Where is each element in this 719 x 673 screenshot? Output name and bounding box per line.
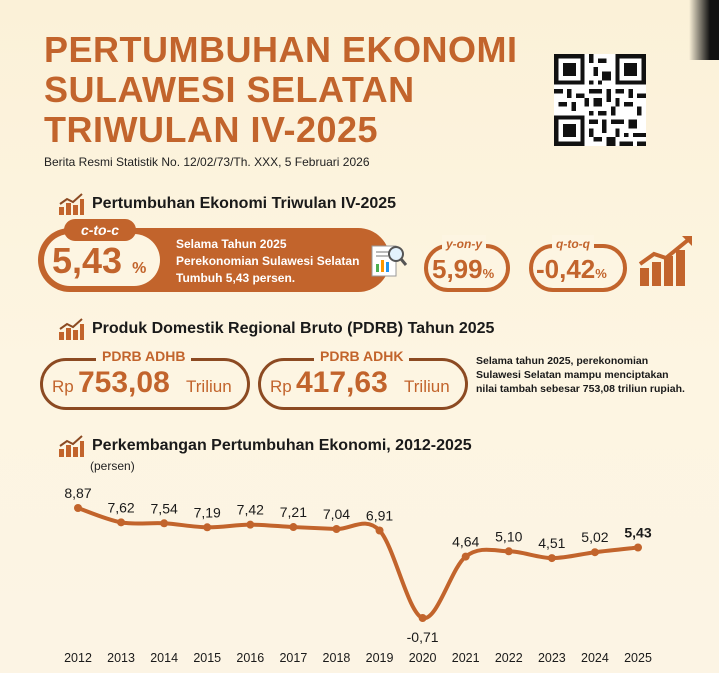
data-point-2020 [418,614,427,622]
data-label-2020: -0,71 [407,629,439,645]
ctoc-value-bubble [44,234,160,286]
data-label-2018: 7,04 [323,506,350,522]
qtoq-tag: q-to-q [552,235,594,253]
x-tick-label-2017: 2017 [279,651,307,665]
yoy-unit: % [482,266,495,281]
data-point-2012 [74,504,82,512]
chart-unit-label: (persen) [90,459,135,473]
data-point-2013 [117,518,126,527]
page-title: PERTUMBUHAN EKONOMI SULAWESI SELATAN TRI… [44,30,544,150]
yoy-tag: y-on-y [442,235,486,253]
x-tick-label-2023: 2023 [538,651,566,665]
pdrb-adhb-value: 753,08 [78,366,170,399]
pdrb-adhb-unit: Triliun [186,377,232,396]
growth-line-chart: 8,87 2012 7,62 2013 7,54 2014 7,19 2015 7,42 2016… [64,485,652,665]
x-tick-label-2022: 2022 [495,651,523,665]
data-point-2021 [461,552,470,561]
pdrb-adhk-tag: PDRB ADHK [314,346,410,366]
section-heading-pdrb: Produk Domestik Regional Bruto (PDRB) Ta… [58,318,494,340]
pdrb-note: Selama tahun 2025, perekonomian Sulawesi… [476,355,685,395]
ctoc-value: 5,43 % [52,240,146,290]
qtoq-number: -0,42 [536,254,596,284]
data-label-2013: 7,62 [107,499,134,515]
section-heading-quarterly: Pertumbuhan Ekonomi Triwulan IV-2025 [58,193,396,215]
data-point-2024 [590,548,599,557]
data-label-2023: 4,51 [538,535,565,551]
title-line-3: TRIWULAN IV-2025 [44,109,379,150]
yoy-number: 5,99 [432,254,483,284]
data-point-2022 [504,547,513,556]
release-subtitle: Berita Resmi Statistik No. 12/02/73/Th. … [44,155,370,169]
x-tick-label-2020: 2020 [409,651,437,665]
photo-edge-shadow [689,0,719,60]
x-tick-label-2025: 2025 [624,651,652,665]
x-tick-label-2013: 2013 [107,651,135,665]
data-point-2018 [332,525,341,534]
data-point-2017 [289,523,298,532]
growth-trend-icon [638,236,692,286]
qr-code-icon[interactable] [553,54,647,146]
data-label-2022: 5,10 [495,528,522,544]
pdrb-adhk-unit: Triliun [404,377,450,396]
qtoq-unit: % [595,266,607,281]
data-point-2015 [203,523,212,532]
data-label-2024: 5,02 [581,529,608,545]
section-heading-text: Produk Domestik Regional Bruto (PDRB) Ta… [92,320,495,337]
x-tick-label-2015: 2015 [193,651,221,665]
pdrb-adhk-value: 417,63 [296,366,388,399]
data-label-2012: 8,87 [64,485,91,501]
pdrb-adhb-tag: PDRB ADHB [96,346,192,366]
qtoq-value: -0,42% [536,254,607,285]
x-tick-label-2012: 2012 [64,651,92,665]
series-line [76,506,640,621]
bar-chart-growth-icon [59,435,84,457]
x-tick-label-2021: 2021 [452,651,480,665]
data-label-2021: 4,64 [452,534,479,550]
title-line-2: SULAWESI SELATAN [44,69,415,110]
report-magnifier-icon [371,245,408,277]
title-line-1: PERTUMBUHAN EKONOMI [44,29,518,70]
yoy-value: 5,99% [432,254,494,285]
ctoc-description: Selama Tahun 2025 Perekonomian Sulawesi … [176,237,360,285]
data-label-2015: 7,19 [194,504,221,520]
data-label-2025: 5,43 [624,524,651,540]
pdrb-adhk-currency: Rp [270,377,292,396]
bar-chart-growth-icon [59,318,84,340]
ctoc-unit: % [132,260,147,277]
x-tick-label-2019: 2019 [366,651,394,665]
section-heading-text: Pertumbuhan Ekonomi Triwulan IV-2025 [92,195,397,212]
data-point-2025 [634,543,642,552]
pdrb-adhb-currency: Rp [52,377,74,396]
data-point-2019 [375,526,384,535]
data-point-2016 [246,520,255,529]
x-tick-label-2018: 2018 [323,651,351,665]
x-tick-label-2024: 2024 [581,651,609,665]
data-label-2014: 7,54 [151,500,178,516]
data-point-2014 [160,519,169,528]
bar-chart-growth-icon [59,193,84,215]
pdrb-adhb-card [40,358,250,410]
data-label-2019: 6,91 [366,508,393,524]
data-label-2016: 7,42 [237,502,264,518]
section-heading-text: Perkembangan Pertumbuhan Ekonomi, 2012-2… [92,437,472,454]
x-tick-label-2014: 2014 [150,651,178,665]
data-point-2023 [547,554,556,563]
x-tick-label-2016: 2016 [236,651,264,665]
section-heading-trend: Perkembangan Pertumbuhan Ekonomi, 2012-2… [58,435,472,457]
data-label-2017: 7,21 [280,504,307,520]
ctoc-tag: c-to-c [64,219,136,241]
ctoc-number: 5,43 [52,240,123,281]
